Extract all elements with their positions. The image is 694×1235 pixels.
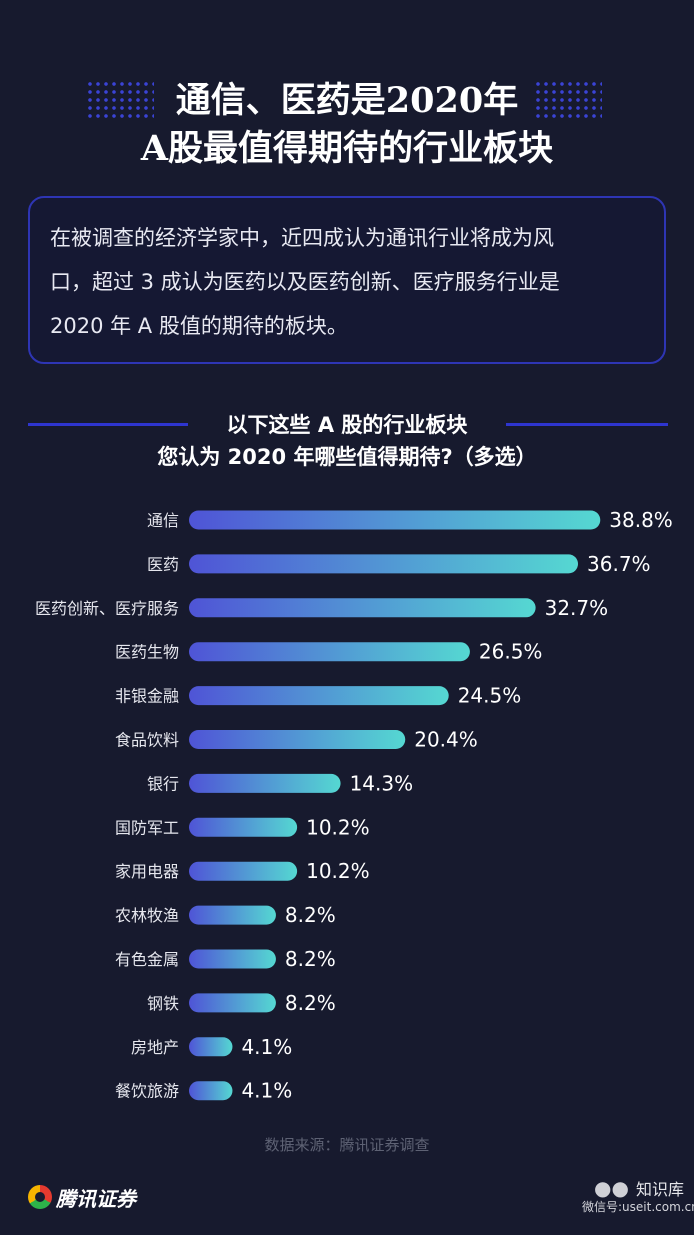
bar [189,510,601,530]
bar [189,773,341,793]
category-label: 餐饮旅游 [115,1082,179,1101]
question-line2: 您认为 2020 年哪些值得期待?（多选） [157,445,537,469]
dots-decoration-left [86,80,154,120]
bar [189,1037,233,1057]
watermark-id: 微信号:useit.com.cn [582,1200,694,1214]
divider-left [28,423,188,426]
value-label: 38.8% [609,508,673,532]
bar [189,905,276,925]
bar [189,1081,233,1101]
value-label: 26.5% [479,640,543,664]
category-label: 房地产 [131,1038,179,1057]
category-label: 医药生物 [115,643,179,662]
value-label: 20.4% [414,728,478,752]
bar [189,730,406,749]
logo-text: 腾讯证券 [56,1186,136,1211]
wechat-icon: ●● [594,1176,629,1200]
bar [189,686,449,706]
watermark-name: 知识库 [636,1180,685,1199]
question-line1: 以下这些 A 股的行业板块 [226,413,468,437]
data-source: 数据来源：腾讯证券调查 [264,1136,430,1154]
bar [189,817,298,837]
bar [189,949,276,969]
value-label: 32.7% [545,596,609,620]
value-label: 10.2% [306,815,370,839]
category-label: 通信 [147,511,179,530]
category-label: 有色金属 [115,950,179,969]
category-label: 非银金融 [115,687,179,706]
value-label: 8.2% [285,947,336,971]
category-label: 银行 [147,774,179,793]
category-label: 家用电器 [115,862,179,881]
category-label: 农林牧渔 [115,906,179,925]
bar [189,993,276,1013]
bar [189,861,298,881]
summary-box: 在被调查的经济学家中，近四成认为通讯行业将成为风 口，超过 3 成认为医药以及医… [28,196,666,364]
bar-chart: 通信 38.8% 医药 36.7% 医药创新、医疗服务 32.7% 医药生物 26.5% 非银金… [35,508,673,1103]
category-label: 食品饮料 [115,731,179,750]
tencent-securities-logo: 腾讯证券 [28,1183,136,1211]
divider-right [506,423,668,426]
value-label: 8.2% [285,903,336,927]
page-title-line1: 通信、医药是2020年 [175,80,519,121]
value-label: 24.5% [458,684,522,708]
bar [189,598,536,618]
value-label: 36.7% [587,552,651,576]
value-label: 4.1% [241,1079,292,1103]
category-label: 医药 [147,555,179,574]
bar [189,554,579,574]
tencent-logo-icon [28,1185,52,1209]
value-label: 8.2% [285,991,336,1015]
dots-decoration-right [534,80,602,120]
watermark: ●● 知识库 微信号:useit.com.cn [582,1172,694,1218]
value-label: 4.1% [241,1035,292,1059]
category-label: 国防军工 [115,818,179,837]
bar [189,642,470,662]
value-label: 10.2% [306,859,370,883]
category-label: 医药创新、医疗服务 [35,599,179,618]
summary-text: 在被调查的经济学家中，近四成认为通讯行业将成为风 口，超过 3 成认为医药以及医… [50,226,560,338]
page-title-line2: A股最值得期待的行业板块 [140,128,554,169]
category-label: 钢铁 [147,994,179,1013]
value-label: 14.3% [350,771,414,795]
